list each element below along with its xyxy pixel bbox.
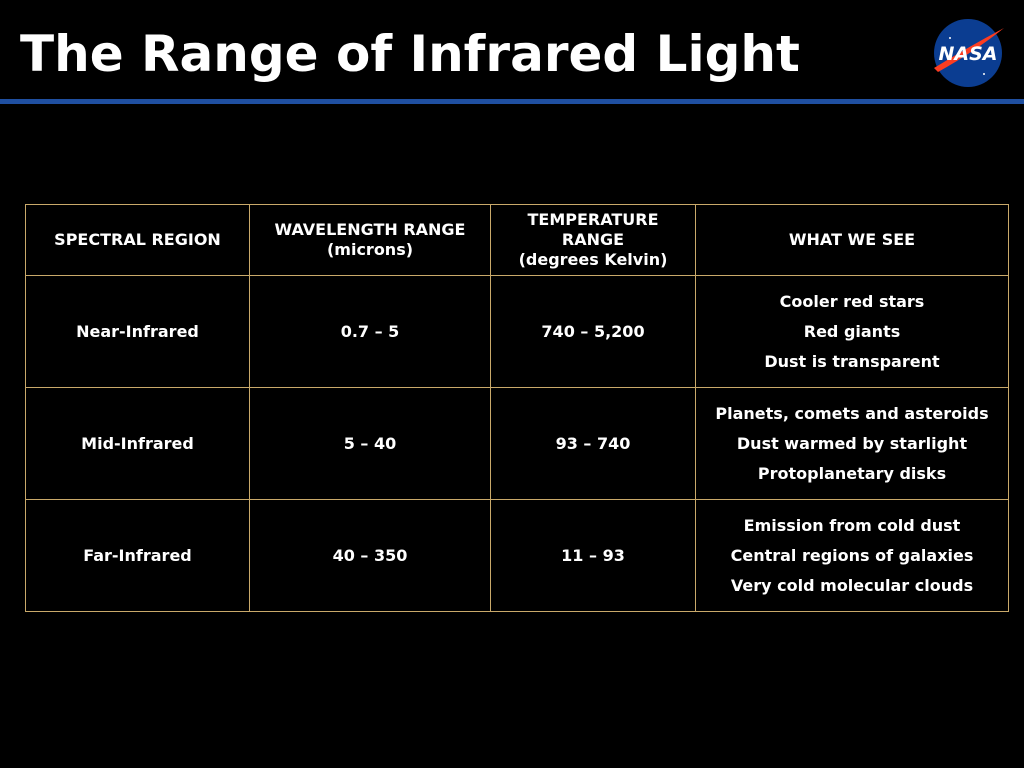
logo-text: NASA: [939, 43, 998, 65]
header-text: SPECTRAL REGION: [54, 230, 221, 249]
header-cell: WHAT WE SEE: [695, 204, 1009, 276]
infrared-table: SPECTRAL REGION WAVELENGTH RANGE (microns)…: [25, 204, 1009, 612]
slide-title: The Range of Infrared Light: [20, 25, 800, 83]
table-row: Near-Infrared 0.7 – 5 740 – 5,200 Cooler re…: [25, 275, 1009, 388]
cell-item: Dust is transparent: [764, 351, 940, 371]
cell: Mid-Infrared: [25, 387, 250, 500]
cell-item: Very cold molecular clouds: [730, 575, 974, 595]
cell-item: Planets, comets and asteroids: [715, 403, 989, 423]
cell-item: Central regions of galaxies: [730, 545, 974, 565]
header-text: RANGE: [561, 230, 625, 249]
cell: Planets, comets and asteroids Dust warmed…: [695, 387, 1009, 500]
cell: 11 – 93: [490, 499, 696, 612]
cell: 740 – 5,200: [490, 275, 696, 388]
table-row: Mid-Infrared 5 – 40 93 – 740 Planets, comet…: [25, 387, 1009, 500]
header-text: WAVELENGTH RANGE: [274, 220, 466, 239]
logo-star: [949, 37, 951, 39]
header-cell: TEMPERATURE RANGE (degrees Kelvin): [490, 204, 696, 276]
cell: 0.7 – 5: [249, 275, 491, 388]
title-rule: [0, 99, 1024, 104]
nasa-logo: NASA: [934, 19, 1004, 87]
cell-item: Emission from cold dust: [743, 515, 961, 535]
cell: Emission from cold dust Central regions o…: [695, 499, 1009, 612]
header-cell: WAVELENGTH RANGE (microns): [249, 204, 491, 276]
table-row: Far-Infrared 40 – 350 11 – 93 Emission from…: [25, 499, 1009, 612]
header-cell: SPECTRAL REGION: [25, 204, 250, 276]
cell: Far-Infrared: [25, 499, 250, 612]
header-row: SPECTRAL REGION WAVELENGTH RANGE (microns)…: [25, 204, 1009, 276]
cell-item: Red giants: [803, 321, 901, 341]
cell: 93 – 740: [490, 387, 696, 500]
header-text: (microns): [326, 240, 414, 259]
cell: Cooler red stars Red giants Dust is transp…: [695, 275, 1009, 388]
header-text: WHAT WE SEE: [788, 230, 916, 249]
logo-star: [983, 73, 985, 75]
header-text: (degrees Kelvin): [518, 250, 668, 269]
cell: 5 – 40: [249, 387, 491, 500]
header-text: TEMPERATURE: [527, 210, 659, 229]
cell-item: Cooler red stars: [779, 291, 925, 311]
cell-item: Protoplanetary disks: [757, 463, 947, 483]
logo-swoosh: [934, 28, 1004, 72]
cell: Near-Infrared: [25, 275, 250, 388]
cell-item: Dust warmed by starlight: [736, 433, 968, 453]
cell: 40 – 350: [249, 499, 491, 612]
